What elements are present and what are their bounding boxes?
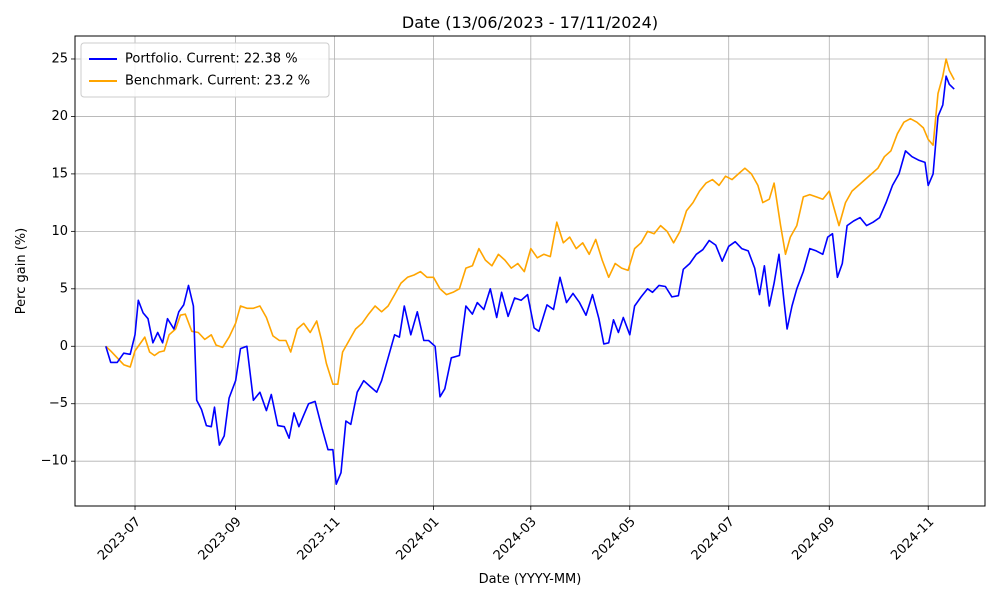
legend: Portfolio. Current: 22.38 % Benchmark. Cu… <box>80 42 330 98</box>
y-tick-label: −5 <box>49 396 68 411</box>
y-tick-label: 25 <box>51 51 68 66</box>
chart-title: Date (13/06/2023 - 17/11/2024) <box>402 13 658 32</box>
y-axis-label: Perc gain (%) <box>14 228 29 314</box>
y-tick-label: 0 <box>60 339 68 354</box>
y-tick-label: 5 <box>60 281 68 296</box>
legend-label: Portfolio. Current: 22.38 % <box>125 52 298 67</box>
grid <box>75 36 985 506</box>
series-lines <box>105 58 955 486</box>
plot-frame <box>74 35 986 507</box>
y-tick-label: 20 <box>51 109 68 124</box>
y-tick-label: 10 <box>51 224 68 239</box>
series-line <box>105 75 955 486</box>
x-axis-label: Date (YYYY-MM) <box>479 572 582 587</box>
legend-box <box>80 42 330 98</box>
legend-label: Benchmark. Current: 23.2 % <box>125 74 310 89</box>
series-line <box>105 58 955 386</box>
y-tick-label: −10 <box>41 454 68 469</box>
y-tick-label: 15 <box>51 166 68 181</box>
